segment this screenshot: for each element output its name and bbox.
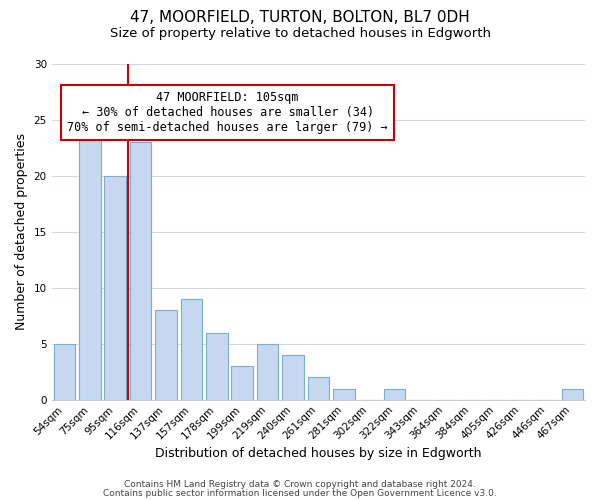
Text: Contains HM Land Registry data © Crown copyright and database right 2024.: Contains HM Land Registry data © Crown c… — [124, 480, 476, 489]
Text: 47 MOORFIELD: 105sqm
← 30% of detached houses are smaller (34)
70% of semi-detac: 47 MOORFIELD: 105sqm ← 30% of detached h… — [67, 91, 388, 134]
Bar — [181, 299, 202, 400]
Bar — [206, 332, 227, 400]
Text: Size of property relative to detached houses in Edgworth: Size of property relative to detached ho… — [110, 28, 491, 40]
Y-axis label: Number of detached properties: Number of detached properties — [15, 134, 28, 330]
Bar — [79, 120, 101, 400]
Bar — [232, 366, 253, 400]
Bar — [333, 388, 355, 400]
Bar — [155, 310, 177, 400]
Bar — [384, 388, 406, 400]
Text: Contains public sector information licensed under the Open Government Licence v3: Contains public sector information licen… — [103, 489, 497, 498]
Bar — [130, 142, 151, 400]
Bar — [308, 378, 329, 400]
Bar — [562, 388, 583, 400]
Bar — [282, 355, 304, 400]
Bar — [257, 344, 278, 400]
X-axis label: Distribution of detached houses by size in Edgworth: Distribution of detached houses by size … — [155, 447, 482, 460]
Bar — [104, 176, 126, 400]
Bar — [53, 344, 75, 400]
Text: 47, MOORFIELD, TURTON, BOLTON, BL7 0DH: 47, MOORFIELD, TURTON, BOLTON, BL7 0DH — [130, 10, 470, 25]
